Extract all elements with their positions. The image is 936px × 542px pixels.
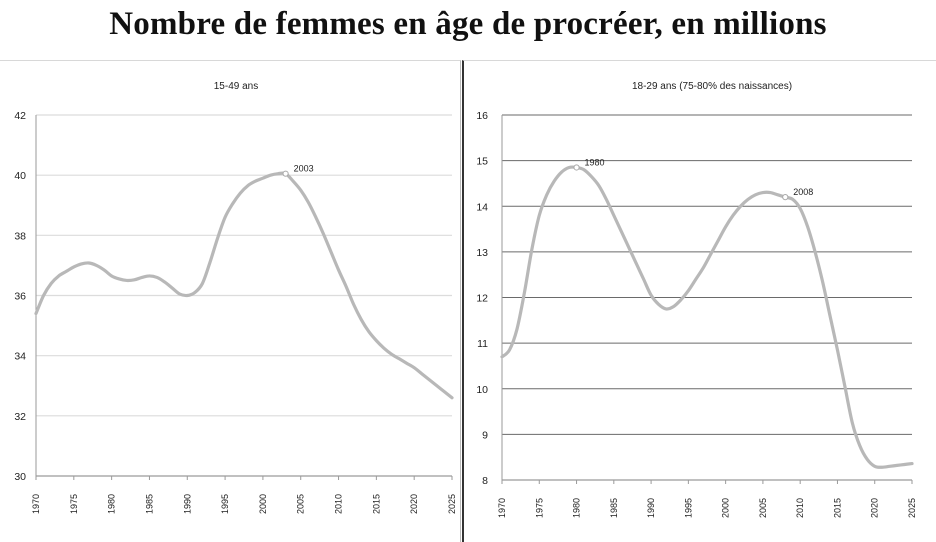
y-tick-label: 14 (476, 201, 488, 213)
x-tick-label: 1995 (683, 498, 693, 518)
y-tick-label: 32 (14, 411, 26, 423)
series-line (500, 165, 914, 469)
x-tick-label: 2015 (371, 494, 381, 514)
x-tick-label: 2005 (296, 494, 306, 514)
y-tick-label: 34 (14, 351, 26, 363)
x-tick-label: 2000 (721, 498, 731, 518)
y-tick-label: 9 (482, 429, 488, 441)
y-tick-label: 16 (476, 110, 488, 122)
x-tick-label: 2025 (907, 498, 917, 518)
x-tick-label: 2020 (870, 498, 880, 518)
y-tick-label: 13 (476, 247, 488, 259)
y-tick-label: 30 (14, 471, 26, 483)
chart-18-29: 18-29 ans (75-80% des naissances) 8 9 10 11 1… (476, 81, 917, 518)
chart-panel-15-49: 15-49 ans 30 32 34 36 38 40 42 1970 1975 1980 1985 1… (0, 60, 461, 542)
x-tick-label: 1990 (646, 498, 656, 518)
y-tick-label: 36 (14, 291, 26, 303)
x-tick-label: 2020 (409, 494, 419, 514)
chart-panel-18-29: 18-29 ans (75-80% des naissances) 8 9 10 11 1… (462, 60, 936, 542)
y-tick-label: 12 (476, 293, 488, 305)
x-tick-label: 1985 (609, 498, 619, 518)
annotation-label: 2003 (294, 164, 314, 174)
x-tick-label: 1995 (220, 494, 230, 514)
x-tick-label: 1980 (572, 498, 582, 518)
annotation-label: 2008 (793, 187, 813, 197)
chart-subtitle: 15-49 ans (214, 81, 258, 92)
x-tick-label: 2025 (447, 494, 457, 514)
x-tick-label: 1970 (31, 494, 41, 514)
y-tick-label: 40 (14, 170, 26, 182)
annotation-marker (782, 194, 789, 201)
y-tick-label: 11 (477, 338, 488, 350)
x-tick-label: 1990 (182, 494, 192, 514)
y-tick-label: 42 (14, 110, 26, 122)
page-title: Nombre de femmes en âge de procréer, en … (109, 6, 827, 42)
x-tick-label: 1980 (107, 494, 117, 514)
annotation-label: 1980 (585, 157, 605, 167)
x-tick-label: 1975 (534, 498, 544, 518)
chart-subtitle: 18-29 ans (75-80% des naissances) (632, 81, 792, 92)
x-tick-label: 2005 (758, 498, 768, 518)
x-tick-label: 2010 (795, 498, 805, 518)
x-tick-label: 2000 (258, 494, 268, 514)
x-tick-label: 2010 (334, 494, 344, 514)
y-tick-label: 8 (482, 475, 488, 487)
x-tick-label: 1970 (497, 498, 507, 518)
x-tick-label: 1975 (69, 494, 79, 514)
y-tick-label: 38 (14, 230, 26, 242)
series-line (34, 171, 454, 400)
chart-15-49: 15-49 ans 30 32 34 36 38 40 42 1970 1975 1980 1985 1… (14, 81, 457, 514)
y-tick-label: 10 (476, 384, 488, 396)
annotation-marker (282, 170, 289, 177)
x-tick-label: 2015 (832, 498, 842, 518)
y-tick-label: 15 (476, 156, 488, 168)
annotation-marker (573, 164, 580, 171)
x-tick-label: 1985 (144, 494, 154, 514)
